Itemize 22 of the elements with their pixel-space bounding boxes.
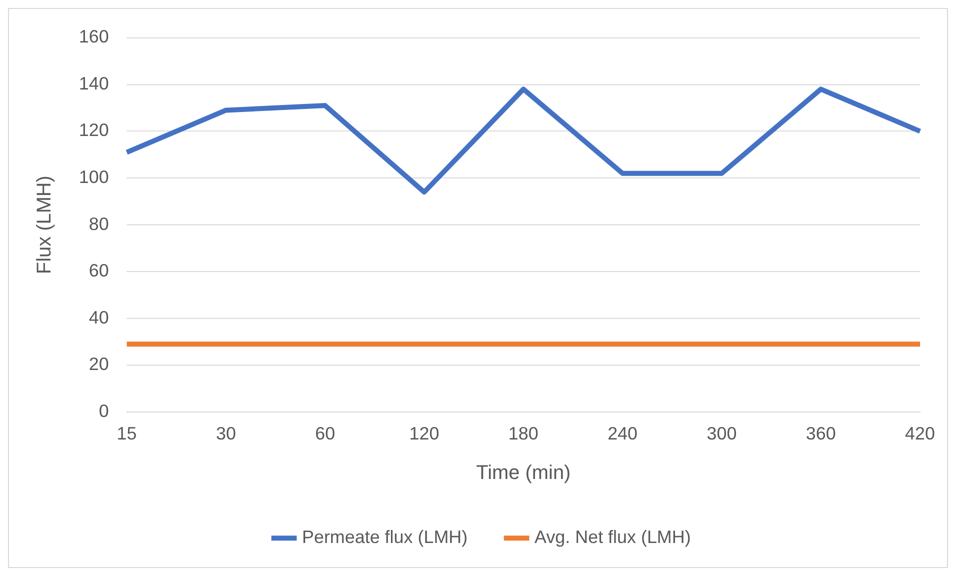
x-axis-title: Time (min)	[476, 462, 571, 484]
y-tick-label: 120	[78, 120, 109, 140]
x-tick-label: 30	[216, 424, 236, 444]
x-tick-label: 120	[409, 424, 440, 444]
x-tick-label: 300	[706, 424, 737, 444]
y-axis-title: Flux (LMH)	[33, 176, 56, 274]
x-tick-label: 420	[905, 424, 936, 444]
x-tick-label: 15	[116, 424, 137, 444]
y-tick-label: 40	[88, 307, 109, 328]
y-tick-label: 160	[78, 26, 109, 47]
y-tick-label: 20	[88, 354, 109, 374]
y-tick-label: 100	[78, 167, 109, 187]
legend-label: Permeate flux (LMH)	[302, 527, 468, 548]
x-tick-label: 360	[806, 424, 836, 444]
x-tick-label: 180	[508, 424, 538, 444]
y-tick-label: 80	[88, 214, 109, 234]
x-tick-label: 60	[315, 424, 336, 444]
y-tick-label: 0	[98, 400, 109, 421]
legend-label: Avg. Net flux (LMH)	[534, 527, 691, 548]
y-tick-label: 140	[78, 73, 109, 94]
y-tick-label: 60	[88, 260, 109, 281]
x-tick-label: 240	[608, 424, 638, 444]
